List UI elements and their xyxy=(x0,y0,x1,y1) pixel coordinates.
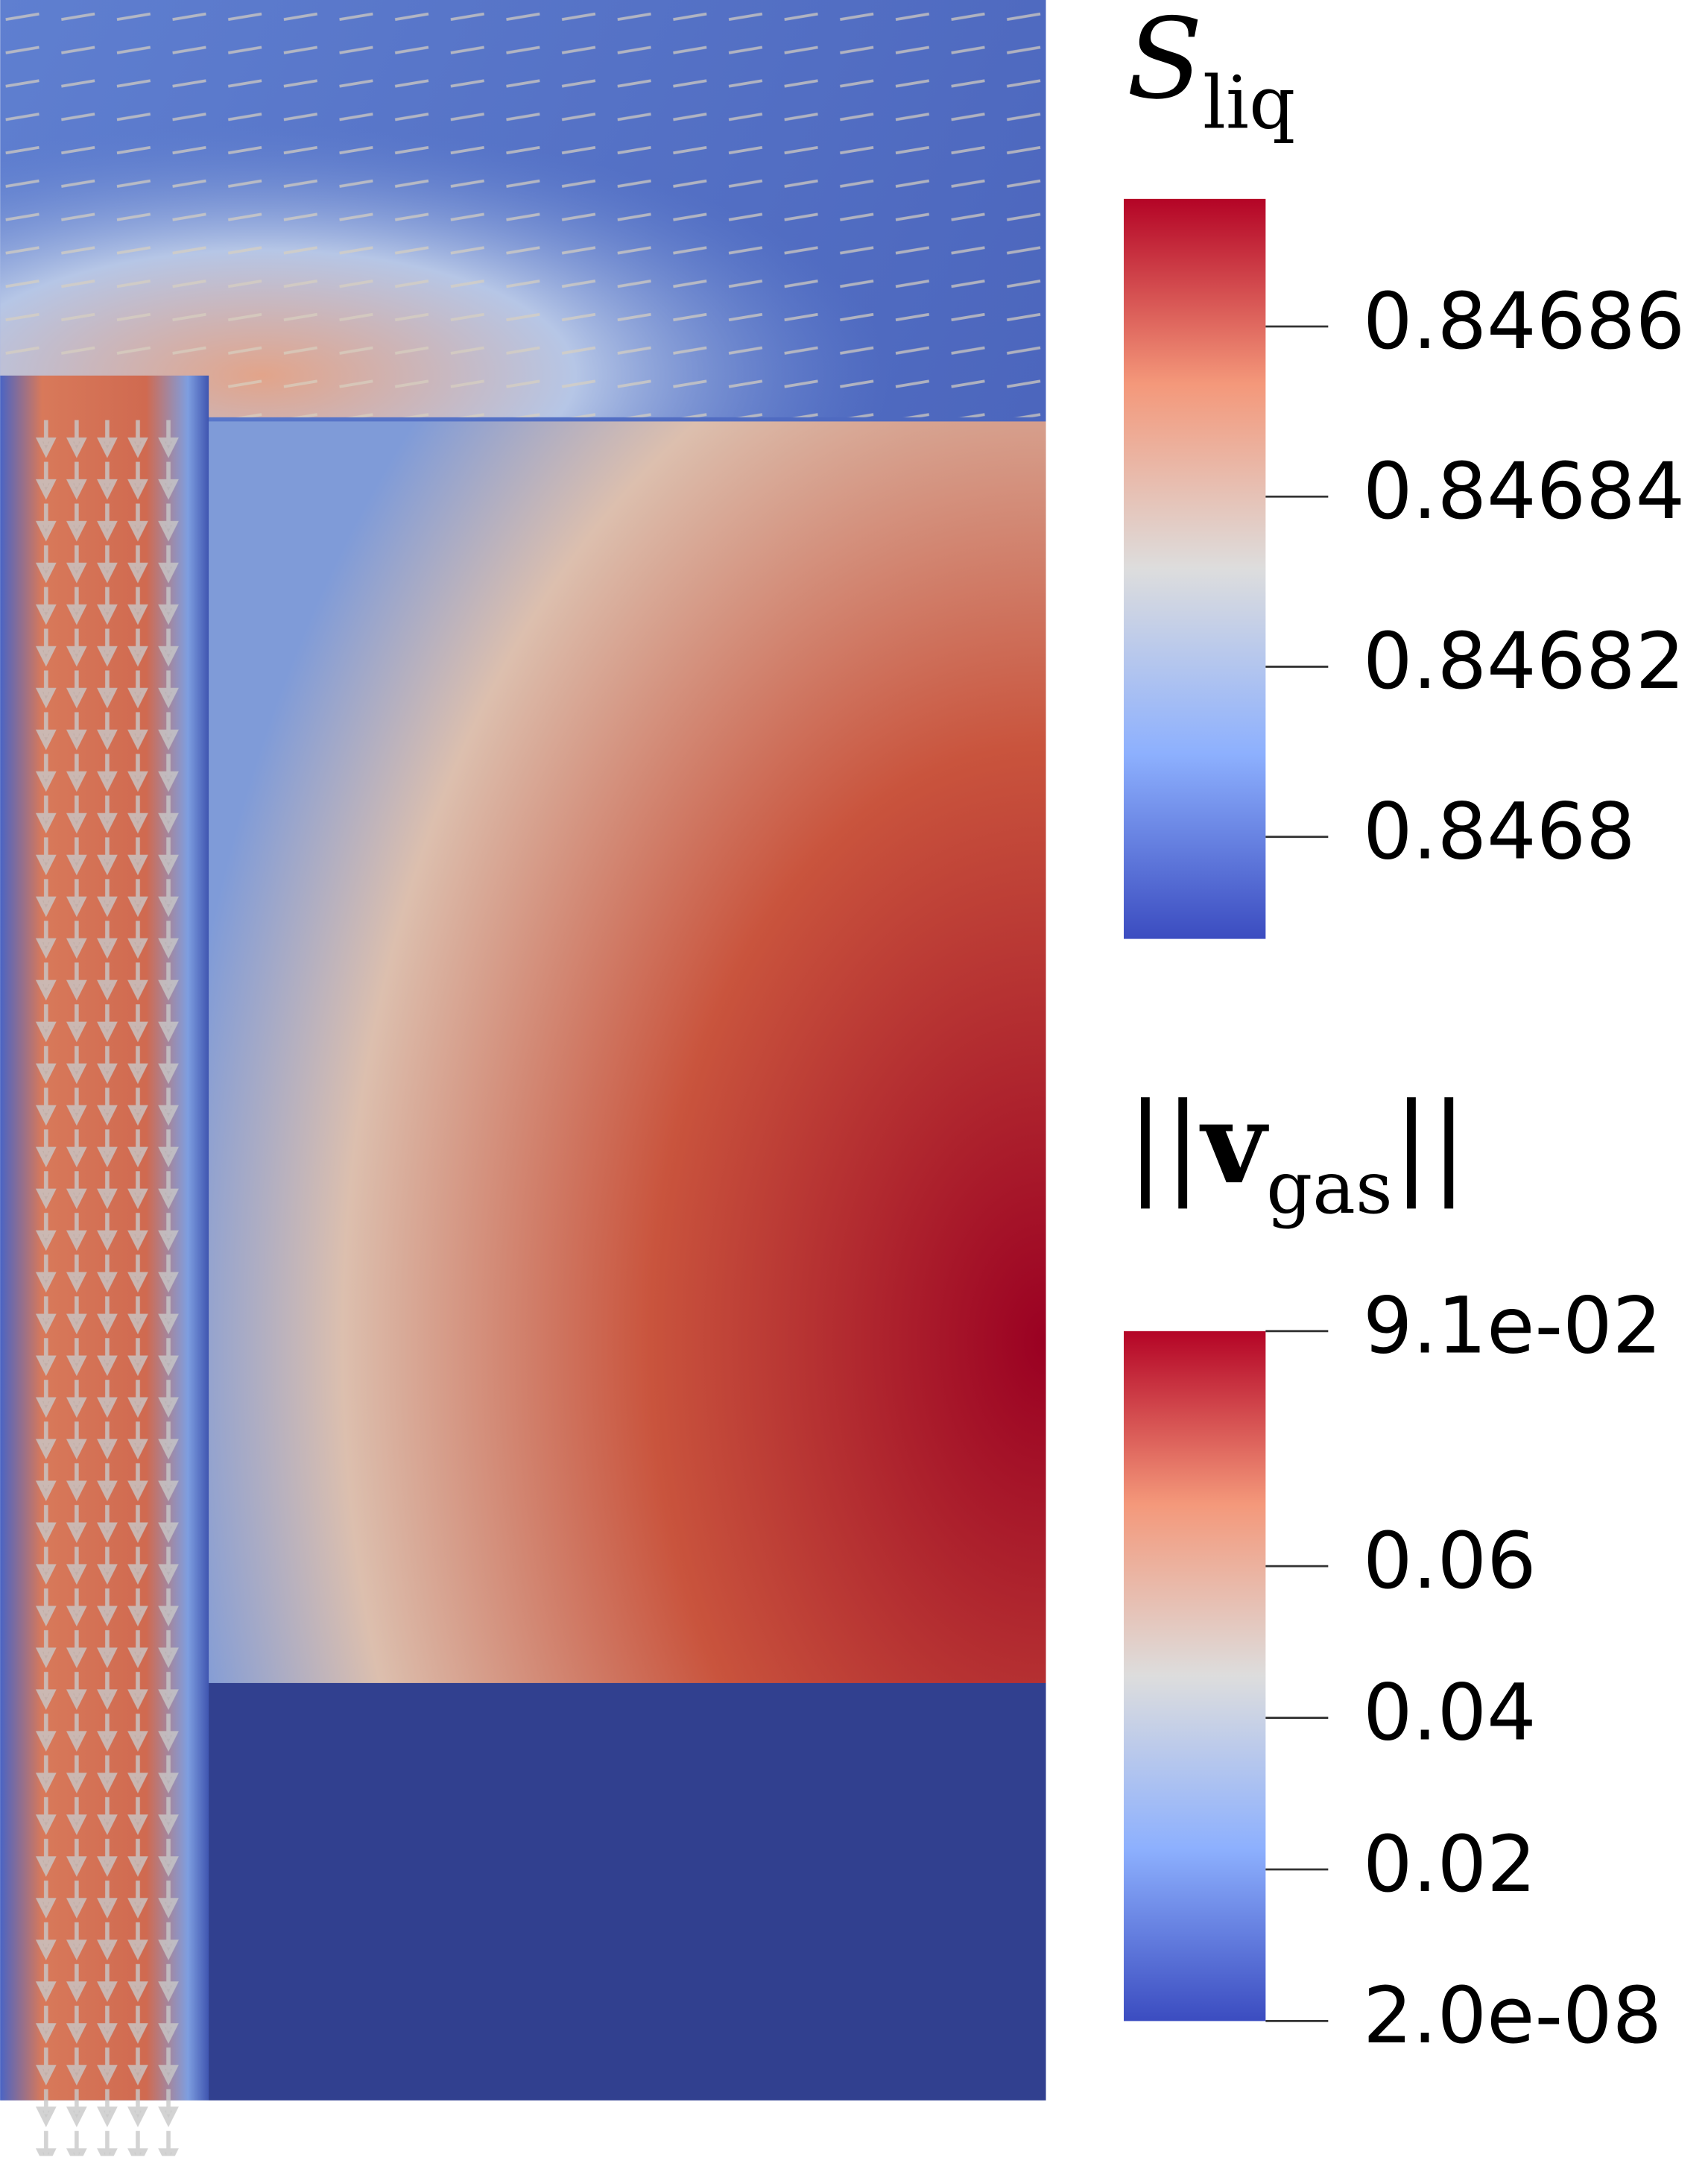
tick-label: 0.06 xyxy=(1363,1515,1537,1606)
tick-label: 0.84684 xyxy=(1363,446,1685,537)
tick-label: 0.84686 xyxy=(1363,276,1685,367)
field xyxy=(0,0,1046,2156)
tick-label: 0.84682 xyxy=(1363,616,1685,707)
tick-label: 0.02 xyxy=(1363,1819,1537,1910)
title-symbol: S xyxy=(1127,0,1203,124)
title-subscript: liq xyxy=(1203,61,1295,145)
colorbar xyxy=(1124,198,1266,939)
tick-label: 0.8468 xyxy=(1363,786,1636,877)
title-bar: || xyxy=(1393,1079,1468,1209)
tick-label: 0.04 xyxy=(1363,1667,1537,1758)
tick-label: 2.0e-08 xyxy=(1363,1970,1662,2061)
colorbar-title: ||vgas|| xyxy=(1127,1079,1468,1230)
tick-label: 9.1e-02 xyxy=(1363,1281,1662,1372)
colorbar-title: Sliq xyxy=(1127,0,1295,145)
colorbar xyxy=(1124,1331,1266,2021)
title-symbol: v xyxy=(1199,1079,1269,1209)
title-bar: || xyxy=(1127,1079,1202,1209)
title-subscript: gas xyxy=(1266,1146,1393,1230)
